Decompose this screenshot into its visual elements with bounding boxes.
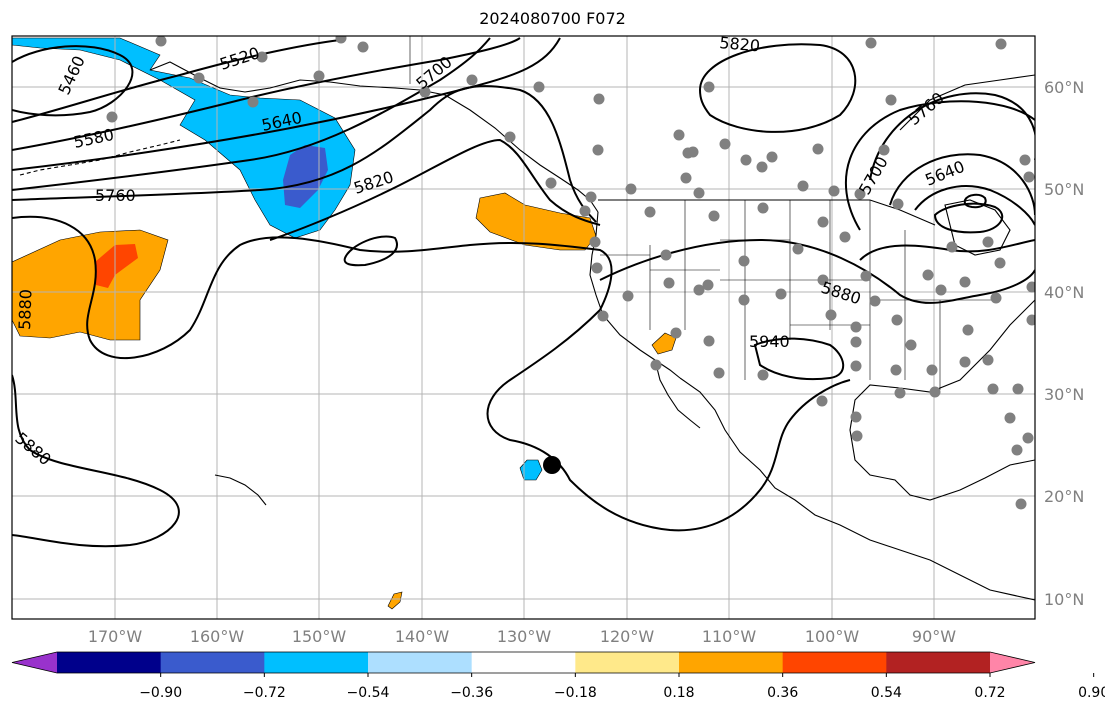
colorbar-tick-label: 0.36 xyxy=(767,685,798,701)
lon-label: 110°W xyxy=(702,627,757,646)
colorbar-tick-label: 0.72 xyxy=(974,685,1005,701)
colorbar: −0.90 −0.72 −0.54 −0.36 −0.18 0.18 0.36 0.54 0.7… xyxy=(11,651,1105,701)
plot-frame xyxy=(11,35,1036,620)
baja xyxy=(654,359,701,429)
contour-low-1 xyxy=(869,92,1035,181)
lon-label: 90°W xyxy=(912,627,956,646)
colorbar-tick-label: −0.18 xyxy=(554,685,597,701)
contour-low-5 xyxy=(933,202,1004,234)
colorbar-tick-label: −0.72 xyxy=(243,685,286,701)
lat-axis-labels: 60°N 50°N 40°N 30°N 20°N 10°N xyxy=(1044,78,1084,609)
orange-region-south xyxy=(387,591,403,610)
contour-label: 5880 xyxy=(15,289,35,330)
map-title: 2024080700 F072 xyxy=(479,9,626,28)
contour-5820-canada xyxy=(698,43,857,133)
lon-label: 170°W xyxy=(88,627,143,646)
colorbar-swatch xyxy=(264,652,369,673)
contour-5700 xyxy=(12,37,491,191)
alaska-coast xyxy=(149,61,599,213)
contour-5880-west xyxy=(12,374,180,548)
colorbar-tick-label: 0.54 xyxy=(871,685,902,701)
hurricane-marker xyxy=(543,456,561,474)
lat-label: 50°N xyxy=(1044,180,1084,199)
colorbar-swatch xyxy=(57,652,162,673)
colorbar-extend-low xyxy=(12,652,57,673)
contour-label: 5820 xyxy=(719,33,761,55)
lat-label: 60°N xyxy=(1044,78,1084,97)
contours xyxy=(12,37,1035,548)
contour-5940 xyxy=(753,337,845,381)
lon-axis-labels: 170°W 160°W 150°W 140°W 130°W 120°W 110°… xyxy=(88,627,956,646)
canada-lakes xyxy=(944,199,1011,256)
contour-5820-alaska xyxy=(269,138,601,241)
gulf-coast xyxy=(849,299,1035,501)
lon-label: 100°W xyxy=(805,627,860,646)
colorbar-tick-label: 0.90 xyxy=(1078,685,1105,701)
contour-low-3 xyxy=(889,153,1035,216)
lat-label: 30°N xyxy=(1044,385,1084,404)
colorbar-outline xyxy=(11,651,1036,674)
contour-low-4 xyxy=(914,185,1035,226)
contour-5880-east xyxy=(486,309,851,532)
colorbar-swatch xyxy=(368,652,473,673)
station-dots xyxy=(106,36,1035,510)
orange-region-baja xyxy=(651,332,677,355)
contour-label: 5940 xyxy=(749,332,790,351)
contour-low-2 xyxy=(844,100,1035,231)
colorbar-swatch xyxy=(160,652,265,673)
lat-label: 10°N xyxy=(1044,590,1084,609)
colorbar-extend-high xyxy=(990,652,1035,673)
lon-label: 160°W xyxy=(190,627,245,646)
hudson-bay xyxy=(899,74,1035,131)
aleutians xyxy=(19,139,181,176)
contour-5880-band xyxy=(599,238,1035,304)
contour-5820-small xyxy=(343,235,398,267)
gridlines xyxy=(12,36,1035,619)
lon-label: 120°W xyxy=(600,627,655,646)
colorbar-swatch xyxy=(782,652,887,673)
contour-low-6 xyxy=(963,193,987,209)
colorbar-tick-label: −0.54 xyxy=(347,685,390,701)
lat-label: 20°N xyxy=(1044,487,1084,506)
colorbar-tick-label: −0.90 xyxy=(139,685,182,701)
colorbar-swatch xyxy=(679,652,784,673)
contour-label: 5760 xyxy=(95,186,136,205)
contour-5520 xyxy=(12,39,341,123)
colorbar-swatch xyxy=(471,652,576,673)
contour-5640 xyxy=(12,37,561,171)
colorbar-tick-label: −0.36 xyxy=(450,685,493,701)
blue-region-alaska xyxy=(283,145,328,208)
mexico-west-coast xyxy=(679,377,1035,601)
lon-label: 130°W xyxy=(497,627,552,646)
red-region-west xyxy=(95,244,138,288)
colorbar-tick-label: 0.18 xyxy=(663,685,694,701)
lon-label: 150°W xyxy=(292,627,347,646)
us-canada-border xyxy=(598,199,936,226)
lon-label: 140°W xyxy=(395,627,450,646)
lat-label: 40°N xyxy=(1044,283,1084,302)
colorbar-swatch xyxy=(886,652,991,673)
contour-5460 xyxy=(12,45,134,117)
contour-5880-pacific xyxy=(12,215,613,360)
hawaii xyxy=(214,474,267,506)
colorbar-swatch xyxy=(575,652,680,673)
contour-5760 xyxy=(12,85,597,223)
contour-5580 xyxy=(12,37,521,151)
